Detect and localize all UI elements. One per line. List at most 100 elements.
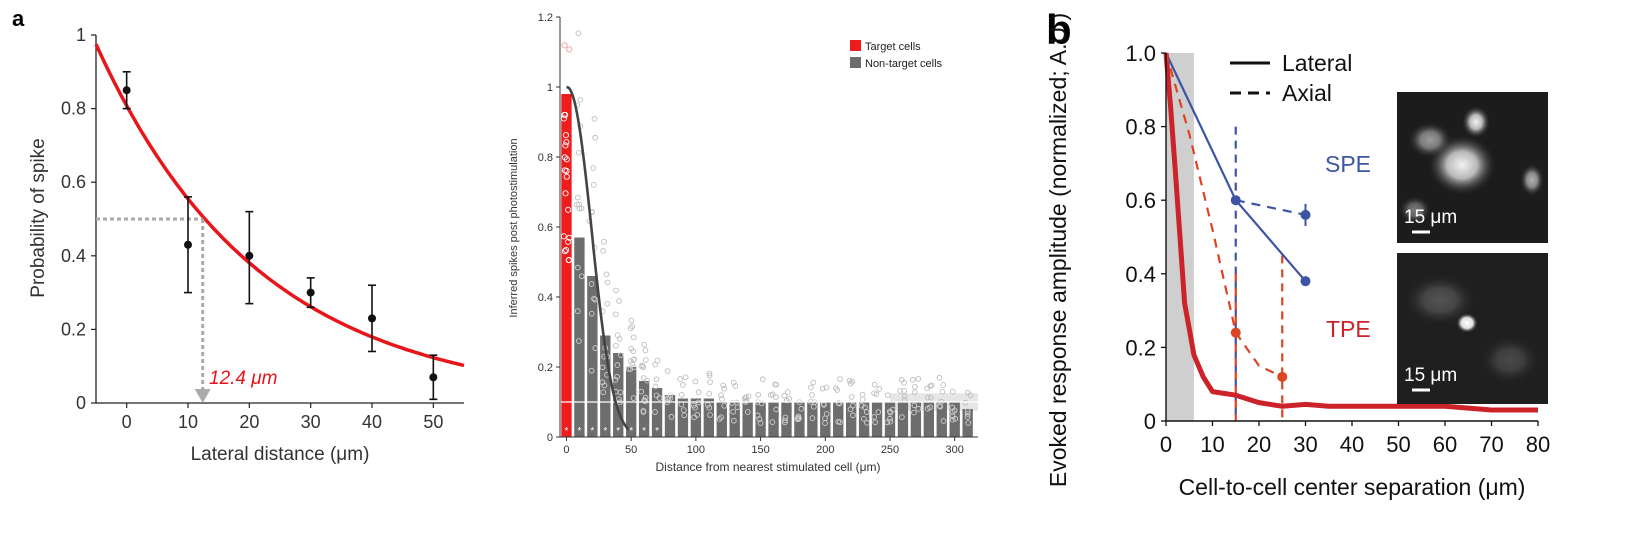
chart2-cell-point-nontarget — [640, 409, 647, 415]
chart3-x-tick-label: 10 — [1200, 432, 1224, 457]
chart2-cell-point-nontarget — [899, 414, 905, 420]
chart2-cell-point-nontarget — [822, 420, 828, 426]
chart2-bar-nontarget — [742, 402, 753, 437]
chart2-cell-point-nontarget — [600, 248, 607, 254]
chart2-cell-point-target — [565, 238, 572, 245]
chart2-cell-point-nontarget — [694, 412, 701, 418]
chart2-cell-point-nontarget — [911, 389, 918, 396]
chart2-cell-point-nontarget — [809, 415, 816, 421]
chart2-cell-point-nontarget — [707, 412, 713, 418]
legend-label-axial: Axial — [1282, 80, 1332, 106]
chart2-cell-point-nontarget — [864, 419, 870, 426]
chart2-cell-point-nontarget — [819, 385, 826, 392]
chart2-bar-nontarget — [846, 402, 857, 437]
chart2-bar-nontarget — [923, 402, 934, 437]
chart2-x-tick-label: 100 — [687, 444, 705, 456]
chart2-cell-point-nontarget — [927, 394, 934, 401]
chart2-cell-point-nontarget — [652, 383, 659, 390]
chart1-y-tick-label: 0.6 — [61, 172, 86, 192]
chart2-cell-point-nontarget — [860, 415, 867, 422]
chart2-cell-point-nontarget — [652, 409, 658, 415]
chart1-point — [429, 373, 438, 382]
chart2-bar-nontarget — [574, 237, 585, 437]
chart2-cell-point-nontarget — [574, 264, 581, 271]
chart2-significance-mark: * — [565, 426, 569, 437]
chart2-cell-point-target — [565, 206, 572, 213]
chart3-x-tick-label: 70 — [1479, 432, 1503, 457]
chart1-y-label: Probability of spike — [28, 138, 49, 297]
chart2-cell-point-nontarget — [575, 30, 582, 37]
chart2-cell-point-nontarget — [653, 376, 660, 383]
panel-label-b: b — [1046, 6, 1072, 53]
chart2-bar-nontarget — [690, 398, 702, 437]
chart2-cell-point-nontarget — [887, 415, 893, 422]
chart2-significance-mark: * — [590, 426, 594, 437]
chart2-cell-point-nontarget — [638, 388, 645, 395]
chart3-x-tick-label: 40 — [1340, 432, 1364, 457]
chart2-cell-point-nontarget — [911, 402, 918, 409]
chart2-cell-point-nontarget — [915, 376, 922, 382]
chart2-cell-point-nontarget — [680, 407, 687, 413]
chart2-cell-point-nontarget — [591, 295, 597, 302]
chart2-cell-point-nontarget — [897, 388, 903, 394]
chart2-cell-point-nontarget — [627, 325, 634, 332]
chart2-cell-point-nontarget — [773, 394, 779, 400]
chart2-cell-point-nontarget — [665, 395, 672, 401]
chart2-cell-point-nontarget — [690, 402, 697, 409]
chart2-y-tick-label: 0 — [547, 432, 553, 444]
chart2-cell-point-nontarget — [574, 308, 581, 314]
chart3-x-tick-label: 0 — [1160, 432, 1172, 457]
chart2-cell-point-nontarget — [915, 405, 922, 412]
chart2-cell-point-nontarget — [901, 388, 907, 394]
chart2-cell-point-target — [563, 156, 570, 163]
chart2-cell-point-nontarget — [664, 368, 671, 374]
chart2-cell-point-nontarget — [808, 384, 814, 391]
chart2-cell-point-nontarget — [847, 380, 854, 387]
chart2-cell-point-target — [565, 256, 573, 264]
chart2-significance-mark: * — [655, 426, 659, 437]
chart2-cell-point-nontarget — [590, 182, 597, 188]
chart1-y-tick-label: 0.8 — [61, 99, 86, 119]
chart2-bar-nontarget — [703, 398, 714, 437]
legend-swatch-nontarget — [850, 57, 861, 68]
chart2-cell-point-nontarget — [848, 394, 855, 400]
chart2-cell-point-nontarget — [949, 388, 956, 395]
chart3-point — [1230, 327, 1241, 338]
chart2-cell-point-nontarget — [627, 358, 634, 364]
chart2-cell-point-nontarget — [732, 383, 739, 389]
panel-label-a: a — [12, 6, 25, 31]
chart2-cell-point-nontarget — [576, 205, 583, 212]
chart2-cell-point-nontarget — [642, 394, 649, 401]
chart3-y-tick-label: 0.6 — [1125, 188, 1156, 213]
chart2-bar-nontarget — [587, 276, 598, 437]
chart1-y-tick-label: 0.2 — [61, 319, 86, 339]
chart2-cell-point-nontarget — [911, 409, 917, 416]
chart2-cell-point-nontarget — [716, 416, 723, 422]
chart2-y-tick-label: 0.8 — [538, 152, 553, 164]
chart2-cell-point-nontarget — [832, 385, 839, 392]
chart3-y-tick-label: 1.0 — [1125, 41, 1156, 66]
chart3-x-tick-label: 50 — [1386, 432, 1410, 457]
chart1-point — [122, 86, 131, 95]
chart2-cell-point-nontarget — [884, 419, 890, 426]
chart2-cell-point-nontarget — [590, 165, 597, 171]
chart2-cell-point-nontarget — [965, 420, 972, 426]
chart2-cell-point-nontarget — [757, 420, 764, 426]
chart1-annotation-arrow — [194, 389, 211, 403]
chart2-cell-point-target — [560, 115, 567, 122]
chart2-cell-point-nontarget — [614, 362, 621, 368]
chart2-cell-point-nontarget — [781, 393, 788, 399]
chart1-x-label: Lateral distance (μm) — [191, 444, 370, 465]
chart2-cell-point-nontarget — [743, 394, 749, 400]
chart2-cell-point-nontarget — [769, 419, 776, 425]
chart3-axes: 0 10 20 30 40 50 60 70 80 0 0.2 0.4 0.6 0.8 1.0 — [1125, 41, 1550, 457]
chart2-cell-point-target — [561, 248, 568, 255]
chart2-cell-point-nontarget — [786, 396, 792, 402]
chart2-cell-point-nontarget — [949, 416, 956, 423]
chart1-point — [245, 251, 254, 260]
inset-scale-label-tpe: 15 μm — [1404, 365, 1457, 386]
chart2-cell-point-nontarget — [617, 352, 624, 359]
chart3-point — [1300, 276, 1311, 287]
chart3-y-tick-label: 0.2 — [1125, 335, 1156, 360]
chart2-cell-point-target — [562, 132, 569, 139]
